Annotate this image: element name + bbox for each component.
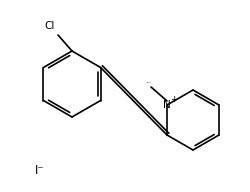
Text: Cl: Cl — [45, 21, 55, 31]
Text: I⁻: I⁻ — [35, 164, 45, 176]
Text: +: + — [170, 95, 177, 104]
Text: N: N — [162, 100, 170, 110]
Text: methyl: methyl — [146, 81, 151, 83]
